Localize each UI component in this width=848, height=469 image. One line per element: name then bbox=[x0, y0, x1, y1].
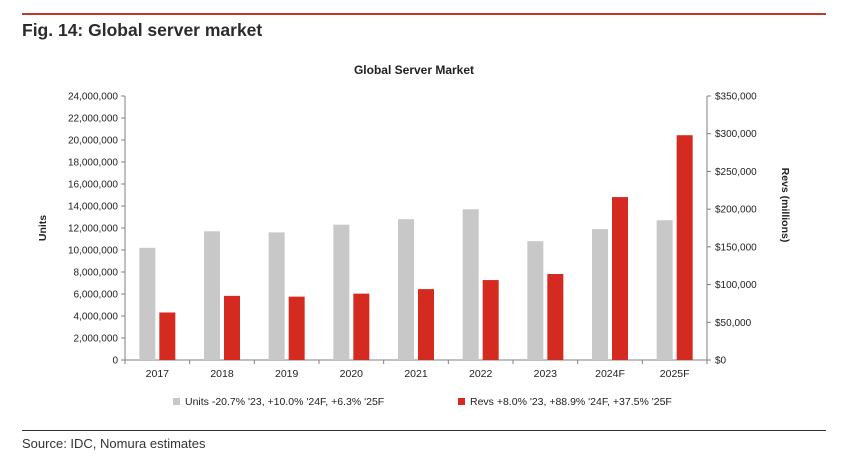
x-tick-label: 2024F bbox=[595, 368, 625, 380]
units-bar bbox=[656, 220, 673, 360]
y-tick-label: 22,000,000 bbox=[68, 114, 118, 125]
plot-area: 0 2,000,000 4,000,000 6,000,000 8,000,000 10,… bbox=[68, 92, 757, 381]
legend: Units -20.7% '23, +10.0% '24F, +6.3% '25… bbox=[173, 396, 672, 408]
y-tick-label: 20,000,000 bbox=[68, 136, 118, 147]
y2-tick-label: $100,000 bbox=[715, 280, 757, 291]
x-tick-label: 2025F bbox=[660, 368, 690, 380]
units-bar bbox=[204, 231, 220, 360]
x-tick-label: 2022 bbox=[469, 368, 493, 380]
y2-tick-label: $50,000 bbox=[715, 318, 752, 329]
y-tick-label: 2,000,000 bbox=[74, 334, 119, 345]
y-tick-label: 12,000,000 bbox=[68, 224, 118, 235]
y2-tick-label: $250,000 bbox=[715, 167, 757, 178]
y-tick-label: 14,000,000 bbox=[68, 202, 118, 213]
revs-bar bbox=[547, 274, 564, 360]
y-tick-label: 16,000,000 bbox=[68, 180, 118, 191]
chart-title: Global Server Market bbox=[354, 63, 474, 77]
y2-tick-label: $300,000 bbox=[715, 129, 757, 140]
units-bar bbox=[268, 232, 285, 360]
y-tick-label: 0 bbox=[112, 356, 118, 367]
x-tick-label: 2018 bbox=[210, 368, 234, 380]
bottom-rule bbox=[22, 430, 826, 431]
revs-bar bbox=[676, 135, 693, 360]
legend-label-revs: Revs +8.0% '23, +88.9% '24F, +37.5% '25F bbox=[470, 396, 672, 408]
units-bar bbox=[139, 247, 156, 360]
units-bar bbox=[592, 229, 608, 360]
y-tick-label: 10,000,000 bbox=[68, 246, 118, 257]
x-tick-label: 2019 bbox=[275, 368, 299, 380]
units-bar bbox=[398, 219, 414, 360]
y-tick-label: 18,000,000 bbox=[68, 158, 118, 169]
figure-title: Fig. 14: Global server market bbox=[22, 20, 263, 40]
source-note: Source: IDC, Nomura estimates bbox=[22, 436, 206, 451]
y2-axis-label: Revs (millions) bbox=[779, 168, 791, 243]
x-tick-label: 2021 bbox=[404, 368, 428, 380]
y-axis-label: Units bbox=[37, 215, 49, 241]
revs-bar bbox=[482, 280, 499, 360]
x-tick-label: 2020 bbox=[340, 368, 364, 380]
y2-tick-label: $150,000 bbox=[715, 242, 757, 253]
legend-swatch-units bbox=[173, 398, 180, 405]
units-bar bbox=[333, 224, 350, 360]
x-tick-label: 2017 bbox=[146, 368, 170, 380]
revs-bar bbox=[224, 295, 240, 360]
legend-swatch-revs bbox=[458, 398, 465, 405]
y2-tick-label: $200,000 bbox=[715, 205, 757, 216]
units-bar bbox=[462, 209, 479, 360]
y-tick-label: 6,000,000 bbox=[74, 290, 119, 301]
legend-label-units: Units -20.7% '23, +10.0% '24F, +6.3% '25… bbox=[185, 396, 384, 408]
y-tick-label: 4,000,000 bbox=[74, 312, 119, 323]
y2-tick-label: $0 bbox=[715, 356, 727, 367]
units-bar bbox=[527, 241, 544, 360]
y-tick-label: 24,000,000 bbox=[68, 92, 118, 103]
top-rule bbox=[22, 13, 826, 15]
y-tick-label: 8,000,000 bbox=[74, 268, 119, 279]
revs-bar bbox=[418, 289, 434, 360]
revs-bar bbox=[612, 197, 628, 360]
revs-bar bbox=[353, 293, 370, 360]
revs-bar bbox=[288, 296, 305, 360]
y2-tick-label: $350,000 bbox=[715, 92, 757, 103]
x-tick-label: 2023 bbox=[534, 368, 558, 380]
revs-bar bbox=[159, 312, 176, 360]
